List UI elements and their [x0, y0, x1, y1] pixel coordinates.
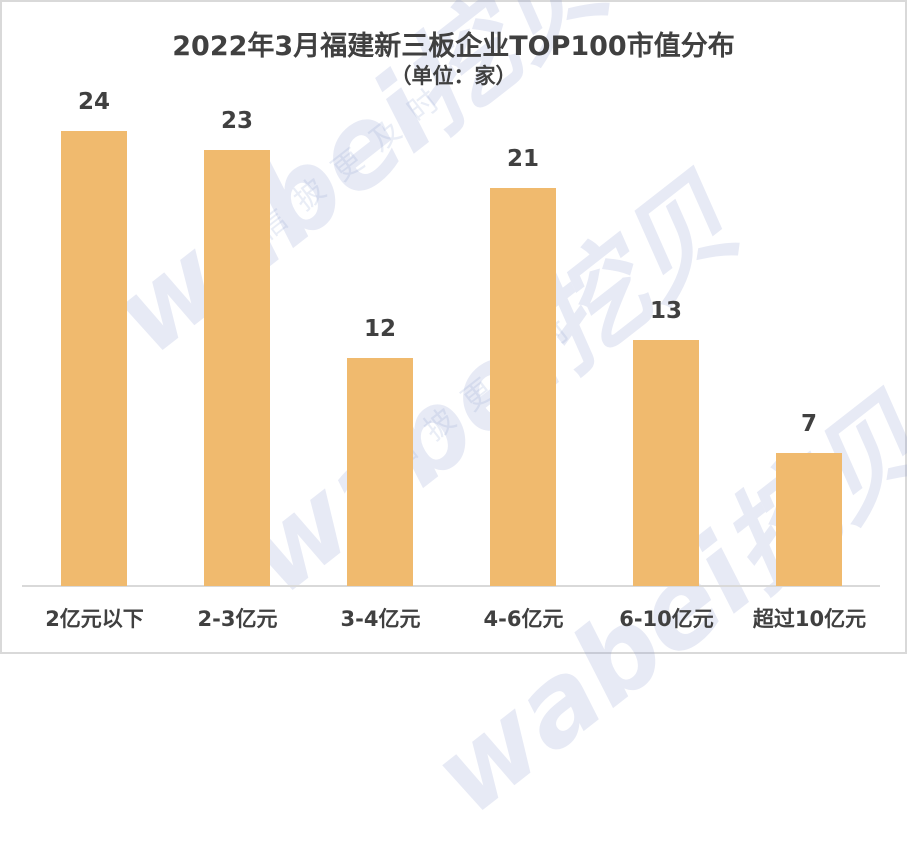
- data-label: 7: [800, 411, 817, 437]
- x-tick-label: 2亿元以下: [45, 607, 144, 631]
- bar: [776, 453, 842, 586]
- bar: [490, 188, 556, 586]
- data-label: 21: [506, 146, 539, 172]
- chart-title: 2022年3月福建新三板企业TOP100市值分布: [172, 31, 735, 62]
- chart-frame: [0, 0, 907, 654]
- data-label: 12: [363, 316, 396, 342]
- x-axis-line: [22, 585, 880, 587]
- x-tick-label: 超过10亿元: [752, 607, 867, 631]
- x-tick-label: 6-10亿元: [619, 607, 714, 631]
- x-tick-label: 2-3亿元: [197, 607, 278, 631]
- bar: [347, 358, 413, 586]
- bar: [61, 131, 127, 586]
- x-tick-label: 4-6亿元: [483, 607, 564, 631]
- data-label: 13: [649, 298, 682, 324]
- data-label: 23: [220, 108, 253, 134]
- bar: [633, 340, 699, 586]
- chart-subtitle: （单位：家）: [390, 64, 517, 88]
- x-tick-label: 3-4亿元: [340, 607, 421, 631]
- data-label: 24: [77, 89, 110, 115]
- bar: [204, 150, 270, 586]
